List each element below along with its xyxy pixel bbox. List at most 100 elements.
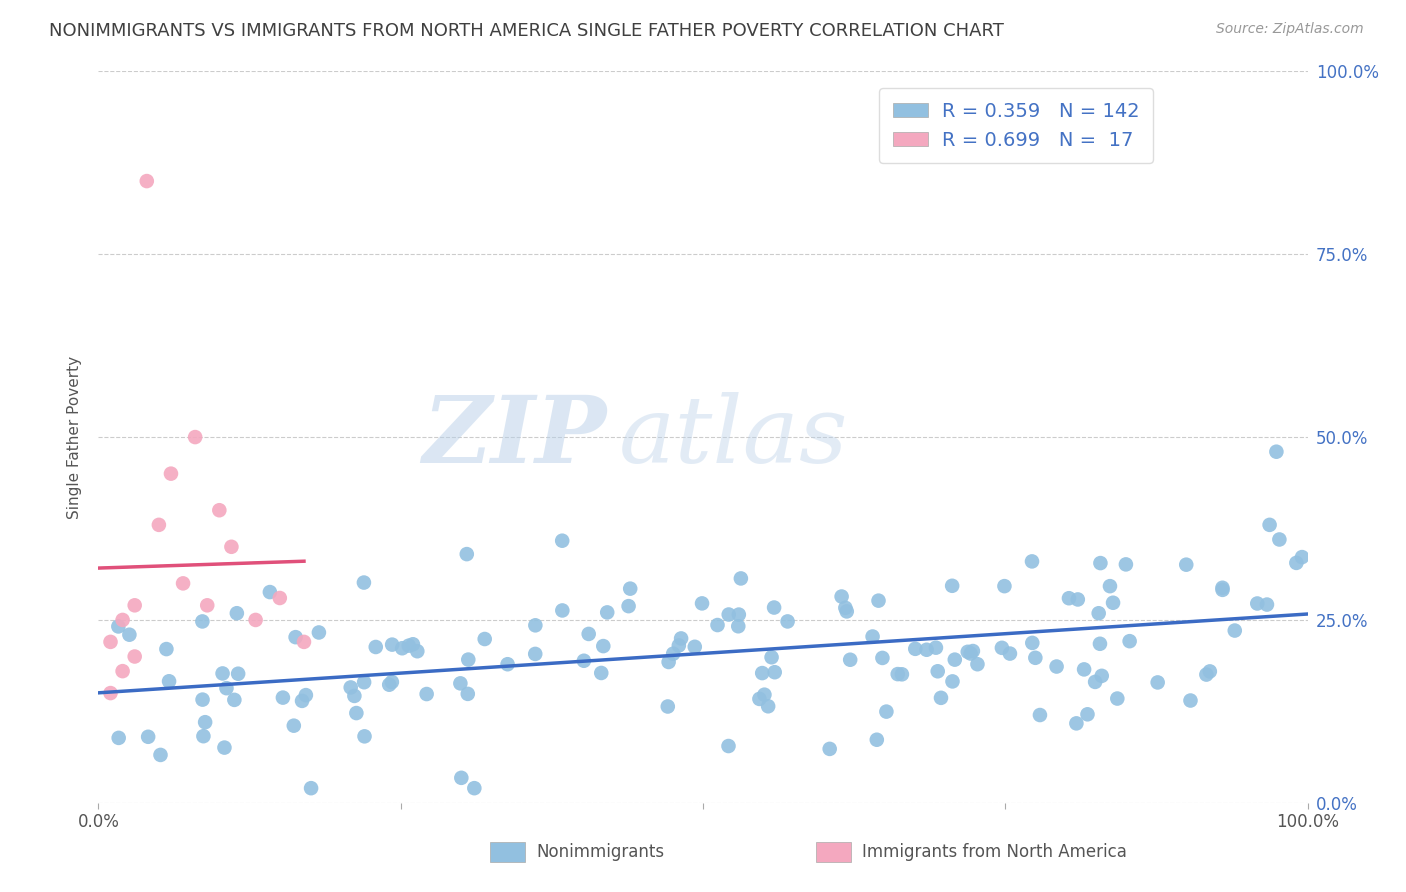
Point [283,719,305,733]
Point [706,618,728,632]
Text: Nonimmigrants: Nonimmigrants [536,843,664,861]
Point [1021,636,1043,650]
Point [450,771,472,785]
Point [224,693,246,707]
Point [259,585,281,599]
Point [763,600,786,615]
Point [669,632,692,646]
Point [1291,550,1313,565]
Point [998,647,1021,661]
Point [551,533,574,548]
Point [118,628,141,642]
Point [596,606,619,620]
Point [1067,592,1090,607]
Point [344,706,367,720]
Point [160,467,183,481]
Point [496,657,519,672]
Point [353,729,375,743]
Point [415,687,437,701]
Point [1087,607,1109,621]
Point [776,615,799,629]
Point [1024,650,1046,665]
Point [1256,598,1278,612]
Point [657,699,679,714]
Point [295,688,318,702]
Point [834,600,856,615]
Point [111,613,134,627]
Point [872,651,894,665]
Point [1198,665,1220,679]
Point [391,641,413,656]
Point [754,688,776,702]
Point [195,599,218,613]
Point [727,619,749,633]
Point [172,576,194,591]
Point [1258,517,1281,532]
Text: Immigrants from North America: Immigrants from North America [862,843,1128,861]
Point [226,666,249,681]
Point [991,640,1014,655]
Point [886,667,908,681]
Point [730,571,752,585]
Point [524,647,547,661]
Point [835,604,858,618]
Point [839,653,862,667]
Point [1265,444,1288,458]
Point [993,579,1015,593]
Point [456,547,478,561]
Point [1223,624,1246,638]
Point [717,607,740,622]
Point [1146,675,1168,690]
Point [683,640,706,654]
Point [915,642,938,657]
Point [1073,662,1095,676]
Point [107,731,129,745]
Point [111,664,134,678]
Point [449,676,471,690]
Point [339,681,361,695]
Point [1212,582,1234,597]
Point [148,517,170,532]
Point [225,606,247,620]
Point [943,653,966,667]
Point [1098,579,1121,593]
Point [136,730,159,744]
Point [364,640,387,654]
Point [107,619,129,633]
Text: ZIP: ZIP [422,392,606,482]
Point [381,675,404,690]
Point [135,174,157,188]
Point [1175,558,1198,572]
Point [149,747,172,762]
Point [406,644,429,658]
Point [1115,558,1137,572]
Point [966,657,988,672]
Point [890,667,912,681]
Point [343,689,366,703]
Point [1090,556,1112,570]
Point [353,575,375,590]
Point [1088,637,1111,651]
Point [124,649,146,664]
Point [927,665,949,679]
Point [1045,659,1067,673]
Point [398,639,420,653]
Point [457,652,479,666]
Point [299,781,322,796]
Point [592,639,614,653]
Point [617,599,640,614]
Point [381,638,404,652]
Point [457,687,479,701]
Point [524,618,547,632]
Point [658,655,681,669]
Point [308,625,330,640]
Point [100,686,122,700]
Point [124,599,146,613]
Point [904,641,927,656]
Point [291,694,314,708]
Point [191,615,214,629]
Point [959,647,981,661]
Point [215,681,238,695]
Point [1057,591,1080,606]
Point [578,627,600,641]
